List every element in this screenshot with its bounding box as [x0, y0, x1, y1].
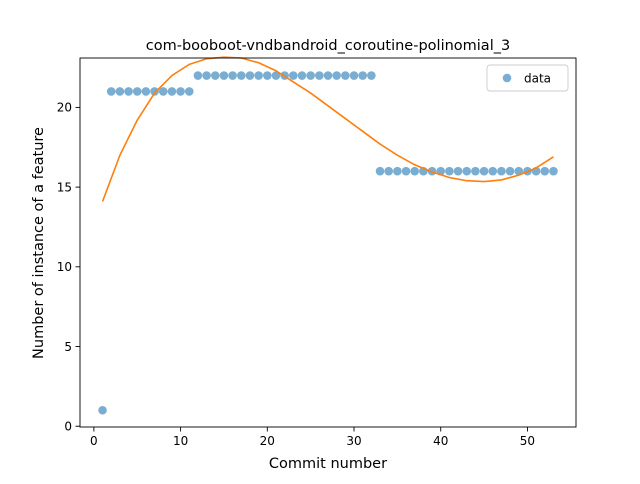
data-point	[384, 166, 394, 176]
data-point	[297, 71, 307, 80]
legend-label: data	[524, 71, 551, 85]
data-point	[158, 87, 168, 96]
data-point	[271, 71, 281, 80]
x-tick-label: 20	[260, 434, 275, 448]
x-tick-label: 50	[520, 434, 535, 448]
y-tick-label: 20	[57, 101, 72, 115]
data-point	[540, 166, 550, 176]
x-tick-label: 0	[90, 434, 98, 448]
data-point	[202, 71, 211, 80]
data-point	[462, 166, 472, 176]
data-point	[193, 71, 203, 80]
data-point	[98, 405, 107, 415]
data-point	[479, 166, 489, 176]
data-point	[471, 166, 480, 176]
x-tick-label: 10	[173, 434, 188, 448]
x-tick-label: 40	[433, 434, 448, 448]
y-tick-label: 15	[57, 180, 72, 194]
data-point	[341, 71, 350, 80]
data-point	[358, 71, 367, 80]
data-point	[505, 166, 515, 176]
data-point	[228, 71, 237, 80]
data-point	[141, 87, 151, 96]
data-point	[219, 71, 229, 80]
data-point	[514, 166, 524, 176]
data-point	[124, 87, 133, 96]
data-point	[332, 71, 341, 80]
x-axis-label: Commit number	[269, 456, 387, 472]
x-tick-label: 30	[346, 434, 361, 448]
y-tick-label: 0	[64, 420, 72, 434]
data-point	[289, 71, 298, 80]
data-point	[184, 87, 194, 96]
data-point	[106, 87, 116, 96]
legend-marker	[502, 73, 512, 83]
legend-box	[486, 64, 569, 92]
data-point	[132, 87, 142, 96]
data-point	[254, 71, 263, 80]
axes-frame	[79, 57, 577, 428]
data-point	[115, 87, 125, 96]
data-point	[315, 71, 324, 80]
data-point	[263, 71, 272, 80]
data-point	[375, 166, 385, 176]
data-point	[323, 71, 333, 80]
chart-title: com-booboot-vndbandroid_coroutine-polino…	[146, 38, 510, 54]
plot-area: 0 10 20 30 40 50 0 5 10 15 20	[57, 56, 577, 448]
data-point	[150, 87, 159, 96]
data-point	[176, 87, 185, 96]
data-point	[497, 166, 506, 176]
data-point	[410, 166, 420, 176]
data-point	[210, 71, 220, 80]
data-point	[367, 71, 376, 80]
fit-line	[101, 56, 554, 202]
y-tick-label: 10	[57, 260, 72, 274]
data-point	[306, 71, 315, 80]
data-point	[167, 87, 177, 96]
data-point	[453, 166, 463, 176]
y-tick-label: 5	[64, 340, 72, 354]
data-point	[236, 71, 246, 80]
data-point	[488, 166, 498, 176]
data-point	[549, 166, 558, 176]
data-point	[349, 71, 359, 80]
data-point	[245, 71, 255, 80]
y-axis-label: Number of instance of a feature	[31, 127, 47, 359]
legend: data	[486, 64, 569, 92]
data-point	[401, 166, 411, 176]
data-point	[393, 166, 402, 176]
data-point	[445, 166, 454, 176]
